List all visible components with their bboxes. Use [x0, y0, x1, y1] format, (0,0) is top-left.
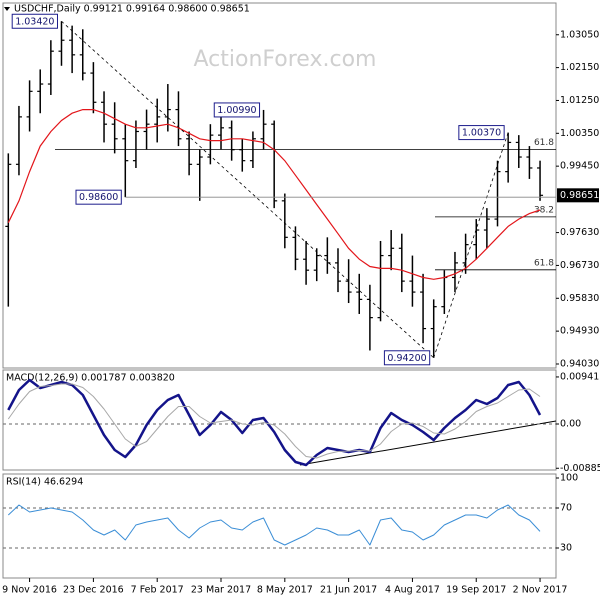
y-tick-label: 0.00	[560, 419, 581, 430]
level-label: 61.8	[534, 258, 554, 268]
y-tick-label: 1.02150	[560, 62, 599, 73]
annotation-label: 1.00370	[462, 128, 501, 139]
y-tick-label: 0.94930	[560, 326, 599, 337]
y-tick-label: 30	[560, 543, 572, 554]
macd-panel	[2, 369, 557, 471]
chart-title: MACD(12,26,9) 0.001787 0.003820	[6, 373, 175, 384]
annotation-box	[383, 350, 431, 366]
y-tick-label: -0.008852	[560, 463, 600, 474]
x-tick-label: 21 Jun 2017	[320, 585, 377, 596]
series-line	[7, 383, 541, 459]
level-label: 38.2	[534, 205, 554, 215]
x-tick-label: 2 Nov 2017	[513, 585, 568, 596]
y-tick-label: 0.96730	[560, 260, 599, 271]
watermark: ActionForex.com	[194, 47, 377, 72]
current-price-label: 0.98651	[560, 190, 599, 201]
series-line	[7, 504, 541, 546]
x-tick-label: 19 Sep 2017	[446, 585, 506, 596]
y-tick-label: 0.97630	[560, 227, 599, 238]
chart-title: RSI(14) 46.6294	[6, 477, 83, 488]
y-tick-label: 1.03050	[560, 29, 599, 40]
x-tick-label: 9 Nov 2016	[2, 585, 57, 596]
chart-title: USDCHF,Daily 0.99121 0.99164 0.98600 0.9…	[14, 4, 250, 15]
series-line	[7, 378, 542, 467]
y-tick-label: 1.01250	[560, 95, 599, 106]
price-panel	[2, 2, 557, 369]
x-tick-label: 23 Mar 2017	[191, 585, 251, 596]
x-tick-label: 8 May 2017	[257, 585, 313, 596]
annotation-box	[458, 125, 505, 141]
y-tick-label: 0.99450	[560, 161, 599, 172]
annotation-label: 1.03420	[15, 16, 54, 27]
rsi-panel	[2, 473, 557, 579]
y-tick-label: 0.009411	[560, 371, 600, 382]
y-tick-label: 0.94030	[560, 358, 599, 369]
annotation-label: 1.00990	[217, 105, 256, 116]
x-tick-label: 7 Feb 2017	[131, 585, 184, 596]
annotation-label: 0.94200	[387, 353, 426, 364]
annotation-box	[213, 102, 261, 118]
x-tick-label: 23 Dec 2016	[63, 585, 124, 596]
current-price-box	[557, 188, 599, 203]
y-tick-label: 100	[560, 473, 578, 484]
annotation-box	[75, 189, 122, 205]
moving-average	[7, 109, 541, 280]
y-tick-label: 1.00350	[560, 128, 599, 139]
menu-icon	[4, 7, 10, 11]
level-label: 61.8	[534, 138, 554, 148]
y-tick-label: 70	[560, 503, 572, 514]
annotation-label: 0.98600	[79, 192, 118, 203]
annotation-box	[11, 13, 58, 29]
macd-support-line	[299, 420, 557, 466]
y-tick-label: 0.95830	[560, 293, 599, 304]
x-tick-label: 4 Aug 2017	[385, 585, 440, 596]
